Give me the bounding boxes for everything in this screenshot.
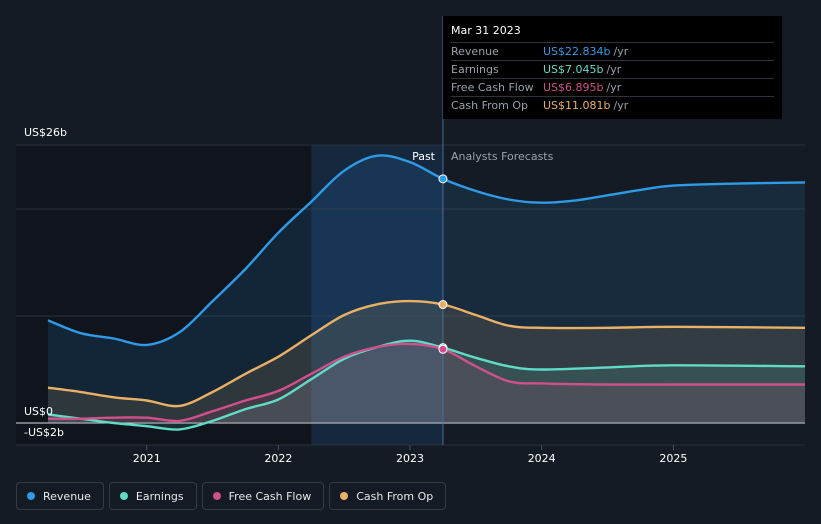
forecast-label: Analysts Forecasts: [451, 150, 554, 163]
tooltip-value: US$22.834b: [543, 45, 611, 58]
legend-item-free-cash-flow[interactable]: Free Cash Flow: [201, 482, 325, 510]
legend-label: Free Cash Flow: [228, 489, 312, 503]
series-lines: [47, 154, 806, 431]
x-axis-ticks: 2021 2022 2023 2024 2025: [133, 445, 687, 465]
tooltip-value: US$11.081b: [543, 99, 611, 112]
legend-dot-icon: [212, 492, 221, 500]
tooltip-value: US$7.045b: [543, 63, 604, 76]
legend-dot-icon: [340, 492, 349, 500]
marker-cash-from-op: [438, 300, 448, 310]
tooltip-unit: /yr: [606, 81, 622, 94]
tooltip-label: Free Cash Flow: [451, 81, 534, 94]
series-areas: [48, 155, 805, 430]
highlight-band: [311, 145, 443, 445]
legend-label: Earnings: [135, 489, 184, 503]
legend-dot-icon: [27, 492, 35, 500]
area-earnings: [48, 340, 805, 430]
tooltip-row-earnings: Earnings US$7.045b /yr: [451, 60, 774, 78]
x-tick-label: 2023: [396, 452, 424, 465]
tooltip-label: Earnings: [451, 63, 499, 76]
legend-item-cash-from-op[interactable]: Cash From Op: [329, 482, 447, 510]
marker-revenue: [438, 174, 448, 184]
x-tick-label: 2025: [659, 452, 687, 465]
marker-free-cash-flow: [438, 344, 448, 354]
tooltip-panel: Mar 31 2023 Revenue US$22.834b /yr Earni…: [443, 16, 782, 119]
tooltip-date: Mar 31 2023: [451, 24, 521, 37]
legend-dot-icon: [119, 492, 128, 500]
area-cash-from-op: [48, 301, 805, 423]
legend-item-earnings[interactable]: Earnings: [108, 482, 197, 510]
legend-label: Cash From Op: [356, 489, 434, 503]
y-label-zero: US$0: [24, 405, 53, 418]
tooltip-label: Revenue: [451, 45, 499, 58]
past-label: Past: [412, 150, 436, 163]
tooltip-value: US$6.895b: [543, 81, 604, 94]
line-cash-from-op: [47, 299, 806, 408]
chart-legend: Revenue Earnings Free Cash Flow Cash Fro…: [16, 482, 447, 510]
y-label-neg: -US$2b: [24, 426, 64, 439]
tooltip-unit: /yr: [613, 99, 629, 112]
legend-item-revenue[interactable]: Revenue: [16, 482, 104, 510]
tooltip-row-cash-from-op: Cash From Op US$11.081b /yr: [451, 96, 774, 114]
series-markers: [438, 174, 448, 354]
x-tick-label: 2021: [133, 452, 161, 465]
tooltip-label: Cash From Op: [451, 99, 529, 112]
tooltip-row-revenue: Revenue US$22.834b /yr: [451, 42, 774, 60]
tooltip-unit: /yr: [613, 45, 629, 58]
legend-label: Revenue: [43, 489, 91, 503]
line-revenue: [47, 154, 806, 347]
tooltip-unit: /yr: [606, 63, 622, 76]
area-revenue: [48, 155, 805, 423]
y-axis-labels: US$26b US$0 -US$2b: [24, 126, 67, 439]
tooltip-row-free-cash-flow: Free Cash Flow US$6.895b /yr: [451, 78, 774, 96]
x-tick-label: 2024: [528, 452, 556, 465]
line-earnings: [47, 339, 806, 431]
y-label-top: US$26b: [24, 126, 67, 139]
x-tick-label: 2022: [264, 452, 292, 465]
line-free-cash-flow: [47, 342, 805, 423]
